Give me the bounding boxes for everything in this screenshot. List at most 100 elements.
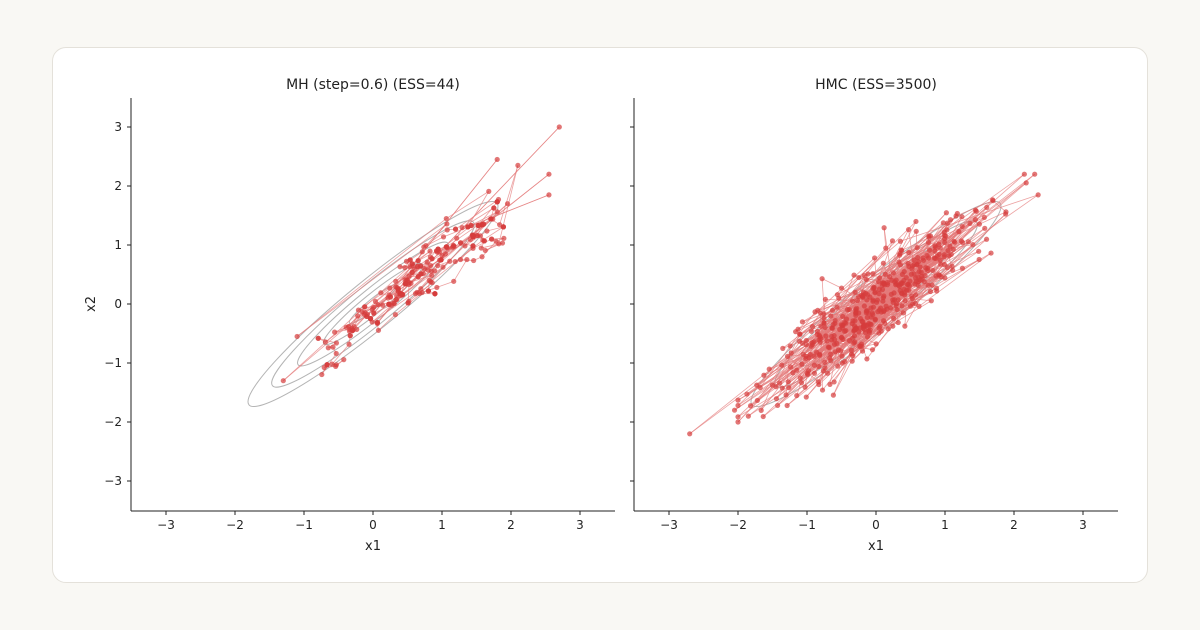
sample-point xyxy=(900,310,906,316)
sample-point xyxy=(470,232,476,238)
trace-segment xyxy=(453,259,468,282)
trace-segment xyxy=(446,191,490,219)
sample-point xyxy=(942,239,948,246)
x-tick-label: −3 xyxy=(660,518,678,532)
sample-point xyxy=(754,397,760,404)
trace-segment xyxy=(802,309,833,323)
sample-point xyxy=(916,259,922,265)
sample-point xyxy=(479,254,485,260)
sample-point xyxy=(546,192,552,198)
sample-point xyxy=(452,258,458,265)
sample-point xyxy=(735,414,741,420)
sample-point xyxy=(901,268,907,275)
sample-point xyxy=(362,304,368,310)
sample-point xyxy=(897,238,903,244)
sample-point xyxy=(744,391,750,397)
sample-point xyxy=(346,341,352,347)
sample-point xyxy=(424,259,430,265)
sample-point xyxy=(853,306,859,312)
sample-point xyxy=(824,338,830,344)
sample-point xyxy=(735,402,741,409)
sample-point xyxy=(415,274,421,280)
trace-segment xyxy=(425,223,448,246)
trace-segment xyxy=(759,311,816,388)
sample-point xyxy=(925,239,932,245)
sample-point xyxy=(393,278,399,284)
sample-point xyxy=(809,324,816,330)
sample-point xyxy=(929,282,935,288)
sample-point xyxy=(823,333,829,339)
trace-segment xyxy=(296,223,448,337)
sample-point xyxy=(891,290,897,296)
x-tick-label: 3 xyxy=(1079,518,1087,532)
sample-point xyxy=(802,384,808,390)
sample-point xyxy=(818,323,824,329)
sample-point xyxy=(890,299,896,306)
sample-point xyxy=(494,209,500,215)
sample-point xyxy=(808,343,814,349)
sample-point xyxy=(855,293,862,300)
trace-segment xyxy=(455,199,499,230)
sample-point xyxy=(796,338,803,344)
sample-point xyxy=(452,226,459,232)
sample-point xyxy=(932,248,938,254)
sample-point xyxy=(406,281,412,288)
x-tick-label: −3 xyxy=(157,518,175,532)
sample-point xyxy=(814,328,821,334)
mh-ylabel: x2 xyxy=(84,296,99,312)
sample-point xyxy=(947,217,954,223)
sample-point xyxy=(815,379,821,385)
sample-point xyxy=(432,291,438,297)
sample-point xyxy=(482,247,488,254)
sample-point xyxy=(937,257,943,263)
sample-point xyxy=(481,221,487,227)
sample-point xyxy=(780,345,786,351)
trace-segment xyxy=(348,314,365,327)
sample-point xyxy=(403,258,410,264)
sample-point xyxy=(355,307,362,313)
trace-segment xyxy=(372,288,422,323)
trace-segment xyxy=(486,226,504,232)
sample-point xyxy=(432,268,438,274)
sample-point xyxy=(894,306,900,313)
sample-point xyxy=(808,328,814,334)
sample-point xyxy=(917,277,923,283)
sample-point xyxy=(950,267,956,273)
hmc-title: HMC (ESS=3500) xyxy=(815,77,937,93)
sample-point xyxy=(917,264,923,270)
sample-point xyxy=(760,413,766,420)
panel-mh: MH (step=0.6) (ESS=44) x1 x2 −3 −2 −1 0 1 2 3−… xyxy=(84,77,615,554)
sample-point xyxy=(882,271,888,277)
mh-sample-points xyxy=(280,124,562,384)
sample-point xyxy=(766,366,772,372)
hmc-xlabel: x1 xyxy=(868,539,884,554)
sample-point xyxy=(821,315,827,321)
sample-point xyxy=(419,289,425,296)
sample-point xyxy=(920,255,926,261)
sample-point xyxy=(927,247,933,253)
sample-point xyxy=(731,407,738,413)
trace-segment xyxy=(417,250,437,262)
sample-point xyxy=(822,359,828,365)
sample-point xyxy=(374,320,380,327)
sample-point xyxy=(457,256,464,263)
sample-point xyxy=(439,253,445,259)
sample-point xyxy=(799,361,805,367)
sample-point xyxy=(967,220,973,227)
sample-point xyxy=(869,347,876,353)
trace-segment xyxy=(467,191,490,228)
sample-point xyxy=(495,196,502,203)
sample-point xyxy=(916,269,922,275)
sample-point xyxy=(916,303,922,309)
trace-segment xyxy=(874,288,905,321)
sample-point xyxy=(822,324,828,331)
sample-point xyxy=(831,379,837,385)
sample-point xyxy=(861,303,867,309)
sample-point xyxy=(402,277,408,283)
sample-point xyxy=(868,305,874,311)
y-tick-label: −2 xyxy=(104,415,122,429)
chart-card xyxy=(52,47,1148,583)
sample-point xyxy=(863,276,869,283)
sample-point xyxy=(933,273,939,279)
sample-point xyxy=(371,310,377,317)
